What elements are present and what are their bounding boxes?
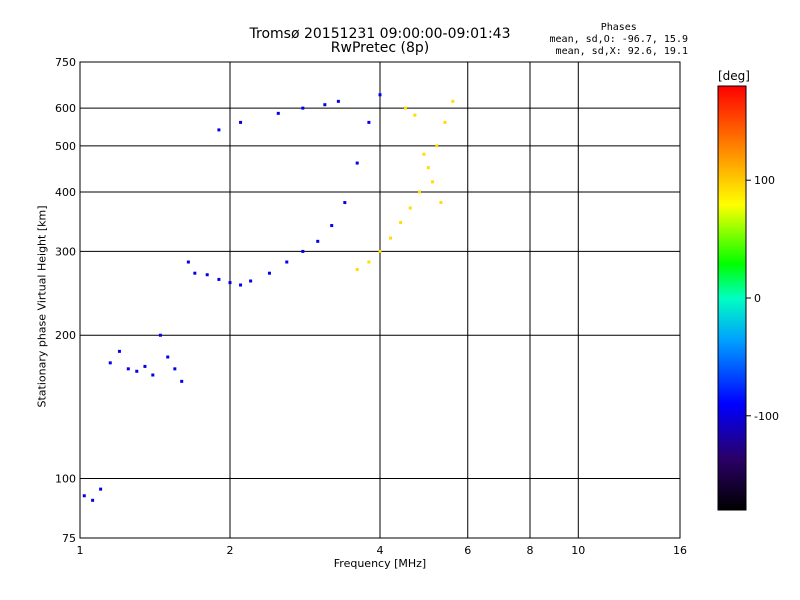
data-point-O — [82, 494, 86, 498]
y-tick-label: 600 — [55, 102, 76, 115]
data-points — [82, 93, 455, 502]
data-point-X — [439, 201, 443, 205]
y-tick-label: 300 — [55, 245, 76, 258]
y-axis-label: Stationary phase Virtual Height [km] — [35, 205, 49, 408]
data-point-O — [330, 224, 334, 228]
data-point-X — [399, 221, 403, 225]
data-point-O — [99, 487, 103, 491]
y-tick-label: 100 — [55, 473, 76, 486]
y-tick-label: 400 — [55, 186, 76, 199]
x-tick-label: 16 — [673, 544, 687, 557]
colorbar-tick-label: 0 — [754, 292, 761, 305]
data-point-X — [413, 113, 417, 117]
data-point-O — [249, 279, 253, 283]
y-tick-label: 500 — [55, 140, 76, 153]
x-tick-labels: 1 2 4 6 8 10 16 — [77, 544, 688, 557]
data-point-X — [435, 144, 439, 148]
data-point-O — [336, 99, 340, 103]
data-point-X — [426, 166, 430, 170]
phases-legend: Phases mean, sd,O: -96.7, 15.9 mean, sd,… — [550, 22, 688, 58]
data-point-O — [367, 120, 371, 124]
data-point-O — [126, 367, 130, 371]
colorbar-unit: [deg] — [718, 69, 750, 83]
data-point-O — [355, 161, 359, 165]
data-point-O — [276, 111, 280, 115]
data-point-X — [451, 99, 455, 103]
data-point-O — [173, 367, 177, 371]
data-point-X — [417, 190, 421, 194]
data-point-O — [267, 271, 271, 275]
colorbar-tick-label: -100 — [754, 410, 779, 423]
colorbar — [717, 85, 747, 511]
data-point-O — [151, 373, 155, 377]
x-tick-label: 4 — [377, 544, 384, 557]
data-point-O — [285, 260, 289, 264]
data-point-O — [217, 277, 221, 281]
data-point-X — [367, 260, 371, 264]
data-point-O — [301, 249, 305, 253]
data-point-X — [389, 236, 393, 240]
data-point-O — [135, 369, 139, 373]
data-point-O — [193, 271, 197, 275]
data-point-O — [217, 128, 221, 132]
data-point-O — [343, 201, 347, 205]
phases-title: Phases — [600, 22, 637, 33]
data-point-O — [180, 379, 184, 383]
data-point-O — [205, 273, 209, 277]
y-tick-labels: 75 100 200 300 400 500 600 750 — [55, 56, 76, 545]
data-point-X — [422, 152, 426, 156]
y-tick-label: 750 — [55, 56, 76, 69]
data-point-X — [443, 120, 447, 124]
data-point-O — [239, 120, 243, 124]
colorbar-tick-label: 100 — [754, 174, 775, 187]
chart-title: Tromsø 20151231 09:00:00-09:01:43 — [249, 26, 511, 42]
grid — [80, 62, 680, 538]
data-point-O — [108, 361, 112, 365]
data-point-X — [378, 249, 382, 253]
x-tick-label: 6 — [464, 544, 471, 557]
data-point-O — [239, 283, 243, 287]
y-tick-label: 75 — [62, 532, 76, 545]
data-point-X — [403, 106, 407, 110]
x-axis-label: Frequency [MHz] — [333, 557, 427, 570]
data-point-X — [431, 180, 435, 184]
chart-subtitle: RwPretec (8p) — [330, 40, 430, 56]
phases-x-line: mean, sd,X: 92.6, 19.1 — [555, 46, 688, 57]
x-tick-label: 2 — [227, 544, 234, 557]
phases-o-line: mean, sd,O: -96.7, 15.9 — [549, 34, 688, 45]
data-point-O — [91, 498, 95, 502]
data-point-O — [186, 260, 190, 264]
data-point-O — [301, 106, 305, 110]
data-point-O — [166, 355, 170, 359]
y-tick-label: 200 — [55, 329, 76, 342]
data-point-O — [117, 349, 121, 353]
data-point-O — [378, 93, 382, 97]
data-point-X — [408, 206, 412, 210]
x-tick-label: 10 — [571, 544, 585, 557]
data-point-X — [355, 267, 359, 271]
x-tick-label: 1 — [77, 544, 84, 557]
data-point-O — [228, 281, 232, 285]
plot-frame — [79, 61, 681, 539]
data-point-O — [143, 364, 147, 368]
colorbar-ticks: 100 0 -100 — [746, 174, 779, 423]
data-point-O — [158, 333, 162, 337]
x-tick-label: 8 — [527, 544, 534, 557]
data-point-O — [323, 103, 327, 107]
data-point-O — [316, 239, 320, 243]
